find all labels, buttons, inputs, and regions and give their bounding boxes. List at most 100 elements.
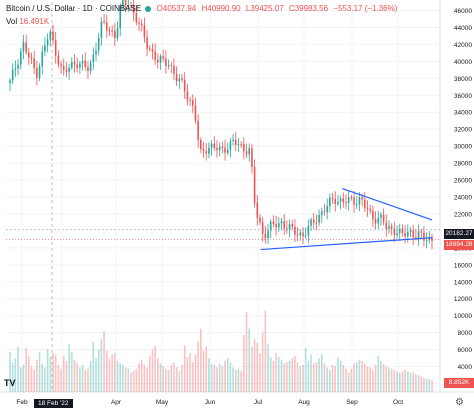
volume-bar [81,364,84,392]
candle-body [159,56,162,63]
candle-body [41,51,44,67]
candle-body [173,65,175,74]
candle-body [358,197,361,205]
candle-body [28,52,30,58]
volume-bar [237,368,240,392]
candle-body [140,23,143,26]
candle-body [401,228,404,233]
volume-bar [114,353,116,392]
y-tick-label: 30000 [454,144,472,151]
volume-bar [183,345,186,392]
volume-bar [256,342,259,392]
candle-body [280,221,283,224]
candle-body [191,100,194,106]
interval-label[interactable]: 1D [82,4,93,13]
volume-bar [267,344,269,392]
volume-bar [390,368,393,392]
candle-body [108,30,111,32]
candle-body [114,30,116,39]
volume-bar [105,350,108,392]
volume-bar [181,364,183,392]
y-tick-label: 44000 [454,25,472,32]
candle-body [81,60,84,64]
candle-body [87,66,89,72]
volume-bar [353,363,355,392]
candle-body [162,56,165,59]
volume-bar [84,370,87,392]
volume-bar [350,368,353,392]
candle-body [428,236,431,241]
volume-bar [132,371,135,392]
candle-body [100,21,103,38]
candle-body [342,198,345,203]
y-tick-label: 36000 [454,93,472,100]
candle-body [272,221,275,225]
candle-body [25,42,27,53]
symbol-name[interactable]: Bitcoin / U.S. Dollar [6,4,76,13]
y-tick-label: 24000 [454,195,472,202]
volume-bar [154,345,156,392]
volume-bar [143,364,146,392]
candle-body [296,234,299,236]
volume-bar [302,364,304,392]
volume-bar [97,349,100,392]
volume-bar [329,370,331,392]
candle-body [277,223,280,228]
volume-bar [259,353,261,392]
candle-body [310,219,312,226]
candle-body [264,233,267,239]
candle-body [385,222,388,229]
low-value: L39425.07 [245,4,284,13]
candle-body [124,0,127,6]
candle-body [286,228,288,230]
candle-body [221,146,224,148]
candle-body [347,197,350,203]
volume-bar [323,363,326,392]
candle-body [404,232,406,237]
candle-body [412,230,414,238]
open-value: O40537.94 [156,4,197,13]
tradingview-logo[interactable]: TV [4,378,16,388]
volume-bar [345,368,347,392]
candle-body [288,224,291,230]
gear-icon[interactable]: ⚙ [455,397,464,408]
candle-body [243,144,245,152]
candle-body [337,201,339,204]
candle-body [307,225,310,236]
candle-body [92,54,95,63]
y-tick-label: 28000 [454,161,472,168]
volume-bar [243,335,245,392]
candle-body [44,45,46,52]
candle-body [245,151,248,155]
candle-body [229,140,232,150]
volume-bar [189,353,191,392]
volume-bar [103,331,105,392]
volume-bar [151,349,154,392]
volume-bar [124,367,127,392]
volume-bar [401,371,404,392]
volume-bar [162,366,165,392]
candle-body [299,232,302,236]
candle-body [369,208,371,211]
volume-bar [73,359,76,392]
y-tick-label: 4000 [458,364,473,371]
candle-body [154,51,156,60]
candle-body [60,64,62,67]
candle-body [329,197,331,207]
candle-body [175,73,178,82]
candle-body [57,55,60,65]
volume-bar [68,344,70,392]
volume-bar [119,363,122,392]
volume-bar [409,372,412,392]
volume-bar [79,367,81,392]
volume-bar [52,353,54,392]
candle-body [415,237,417,239]
candle-body [167,64,170,66]
candle-body [130,5,132,7]
volume-bar [431,380,433,392]
volume-bar [200,328,202,392]
volume-bar [347,372,350,392]
candle-body [197,120,199,140]
